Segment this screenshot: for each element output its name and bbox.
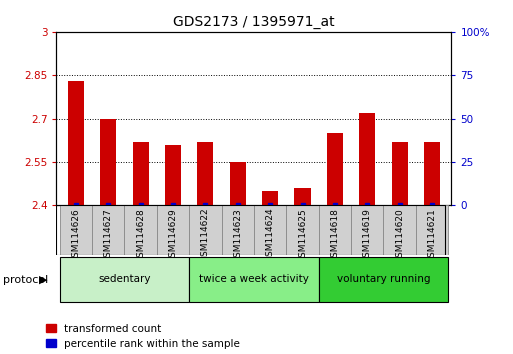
Bar: [92, 205, 125, 255]
Bar: [125, 205, 157, 255]
Text: ▶: ▶: [40, 275, 48, 285]
Bar: [165, 144, 181, 205]
Bar: [100, 119, 116, 205]
Text: GSM114623: GSM114623: [233, 208, 242, 263]
Text: GSM114620: GSM114620: [395, 208, 404, 263]
Bar: [351, 205, 383, 255]
Bar: [286, 205, 319, 255]
Text: GSM114619: GSM114619: [363, 208, 372, 263]
Text: twice a week activity: twice a week activity: [199, 274, 309, 284]
Text: GSM114629: GSM114629: [168, 208, 177, 263]
Bar: [319, 257, 448, 302]
Bar: [383, 205, 416, 255]
Text: GSM114622: GSM114622: [201, 208, 210, 262]
Bar: [294, 188, 310, 205]
Bar: [416, 205, 448, 255]
Bar: [424, 142, 440, 205]
Bar: [60, 257, 189, 302]
Text: protocol: protocol: [3, 275, 48, 285]
Text: GSM114625: GSM114625: [298, 208, 307, 263]
Bar: [254, 205, 286, 255]
Text: voluntary running: voluntary running: [337, 274, 430, 284]
Bar: [132, 142, 149, 205]
Text: GSM114621: GSM114621: [427, 208, 437, 263]
Title: GDS2173 / 1395971_at: GDS2173 / 1395971_at: [173, 16, 335, 29]
Bar: [157, 205, 189, 255]
Bar: [222, 205, 254, 255]
Text: GSM114624: GSM114624: [266, 208, 274, 262]
Legend: transformed count, percentile rank within the sample: transformed count, percentile rank withi…: [46, 324, 240, 349]
Bar: [327, 133, 343, 205]
Bar: [198, 142, 213, 205]
Bar: [359, 113, 376, 205]
Bar: [230, 162, 246, 205]
Text: sedentary: sedentary: [98, 274, 151, 284]
Bar: [189, 257, 319, 302]
Bar: [319, 205, 351, 255]
Text: GSM114628: GSM114628: [136, 208, 145, 263]
Text: GSM114627: GSM114627: [104, 208, 113, 263]
Bar: [189, 205, 222, 255]
Text: GSM114626: GSM114626: [71, 208, 81, 263]
Bar: [391, 142, 408, 205]
Text: GSM114618: GSM114618: [330, 208, 340, 263]
Bar: [68, 81, 84, 205]
Bar: [262, 191, 278, 205]
Bar: [60, 205, 92, 255]
